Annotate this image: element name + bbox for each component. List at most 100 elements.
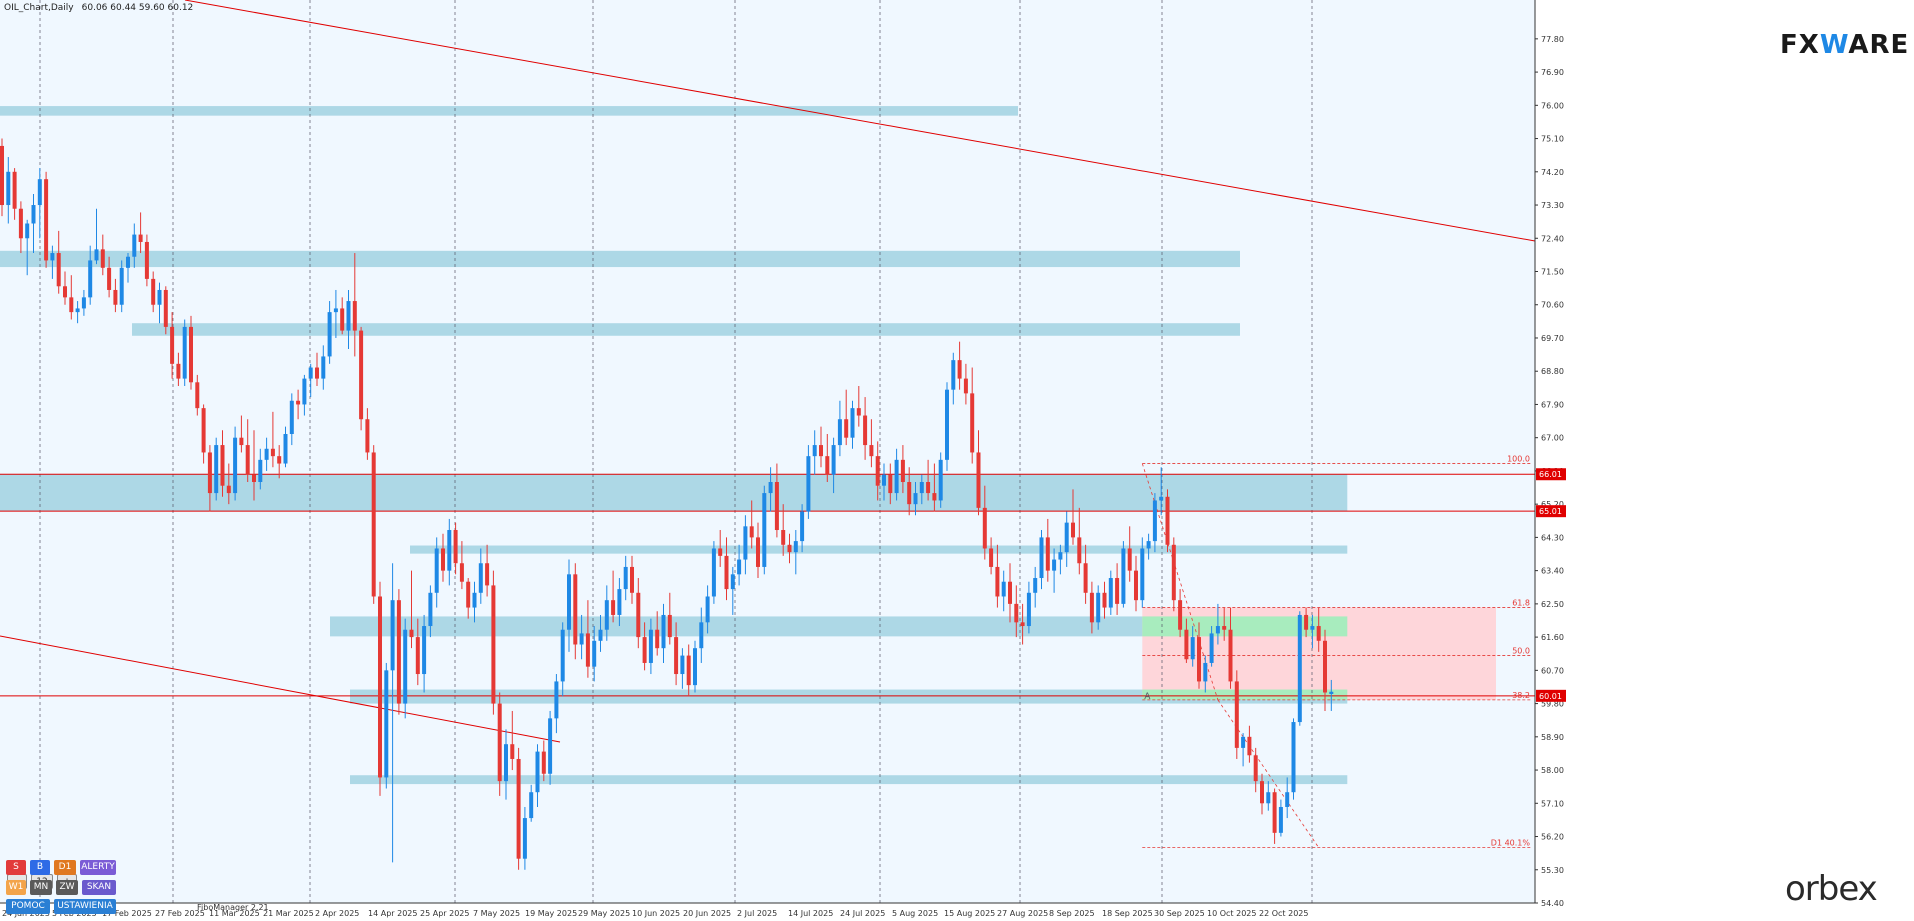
candle-body	[365, 419, 370, 453]
zw-button[interactable]: ZW	[56, 880, 78, 895]
ohlc-readout: 60.06 60.44 59.60 60.12	[81, 3, 194, 13]
candle-body	[535, 751, 540, 793]
settings-button[interactable]: USTAWIENIA	[54, 899, 116, 914]
candle-body	[718, 548, 723, 556]
candle-body	[81, 297, 86, 309]
candle-body	[88, 260, 93, 298]
candle-body	[1014, 603, 1019, 623]
candle-body	[617, 589, 622, 615]
candle-body	[31, 205, 36, 224]
candle-body	[743, 526, 748, 560]
alerts-button[interactable]: ALERTY	[80, 860, 116, 875]
candle-body	[258, 459, 263, 483]
price-level-tag-label: 60.01	[1539, 692, 1562, 701]
candle-body	[340, 308, 345, 331]
candle-body	[1159, 496, 1164, 501]
support-resistance-zone	[350, 775, 1348, 785]
candle-body	[352, 301, 357, 331]
support-resistance-zone	[0, 106, 1018, 116]
candle-body	[1033, 578, 1038, 593]
candle-body	[611, 600, 616, 615]
candle-body	[1008, 581, 1012, 604]
price-level-tag	[1536, 468, 1566, 481]
candle-body	[913, 493, 918, 505]
candle-body	[1253, 755, 1258, 782]
candle-body	[730, 574, 735, 590]
candle-body	[844, 419, 849, 438]
candle-body	[1134, 570, 1138, 601]
candle-body	[75, 308, 80, 313]
y-tick-label: 73.30	[1541, 201, 1564, 210]
buy-button[interactable]: B	[30, 860, 50, 875]
candle-body	[945, 389, 949, 460]
y-tick-label: 76.00	[1541, 101, 1564, 110]
help-button[interactable]: POMOC	[6, 899, 50, 914]
candle-body	[1266, 792, 1271, 804]
candle-body	[831, 445, 836, 475]
candle-body	[1215, 626, 1220, 634]
candle-body	[447, 530, 452, 571]
candle-body	[176, 363, 181, 379]
candle-body	[50, 253, 55, 261]
candle-body	[781, 530, 786, 545]
y-tick-label: 72.40	[1541, 234, 1564, 243]
candle-body	[573, 574, 578, 645]
candle-body	[201, 408, 206, 453]
candle-body	[497, 703, 502, 782]
candle-body	[1127, 548, 1132, 571]
candle-body	[699, 622, 704, 649]
candle-body	[321, 356, 326, 379]
candle-body	[957, 360, 962, 379]
candle-body	[478, 563, 483, 593]
candle-body	[428, 592, 433, 627]
candle-body	[1077, 537, 1082, 564]
sell-button[interactable]: S	[6, 860, 26, 875]
scan-button[interactable]: SKAN	[82, 880, 116, 895]
candle-body	[812, 445, 817, 457]
y-tick-label: 70.60	[1541, 301, 1564, 310]
w1-button[interactable]: W1	[6, 880, 26, 895]
candle-body	[1228, 629, 1233, 682]
candle-body	[378, 596, 382, 778]
candle-body	[1102, 592, 1107, 608]
mn-button[interactable]: MN	[30, 880, 52, 895]
channel-lower-line	[0, 635, 561, 743]
channel-upper-line	[184, 0, 1536, 242]
candle-body	[422, 626, 427, 675]
candle-body	[900, 459, 905, 483]
d1-button[interactable]: D1	[54, 860, 76, 875]
y-tick-label: 54.40	[1541, 899, 1564, 908]
candle-body	[636, 592, 641, 638]
candle-body	[63, 286, 67, 298]
candle-body	[1197, 637, 1201, 682]
time-axis-background	[0, 903, 1535, 921]
y-tick-label: 60.70	[1541, 666, 1564, 675]
y-tick-label: 59.80	[1541, 700, 1564, 709]
candle-body	[6, 171, 11, 206]
x-tick-label: 27 Aug 2025	[997, 909, 1048, 918]
candle-body	[522, 818, 527, 859]
candle-body	[151, 278, 156, 305]
candle-body	[333, 308, 338, 313]
y-tick-label: 64.30	[1541, 533, 1564, 542]
candle-body	[434, 548, 439, 593]
x-tick-label: 14 Jul 2025	[788, 909, 833, 918]
candle-body	[245, 445, 250, 475]
fib-level-label: 50.0	[1512, 647, 1530, 656]
x-tick-label: 5 Aug 2025	[892, 909, 938, 918]
candle-body	[207, 452, 212, 494]
candle-body	[453, 530, 458, 564]
support-resistance-zone	[0, 474, 1348, 512]
candle-body	[138, 234, 143, 242]
x-tick-label: 29 May 2025	[578, 909, 630, 918]
price-level-tag-label: 65.01	[1539, 507, 1562, 516]
candle-body	[850, 408, 855, 438]
candle-body	[56, 253, 61, 287]
candle-body	[403, 629, 408, 704]
candle-body	[12, 171, 17, 209]
candle-body	[995, 566, 1000, 597]
x-tick-label: 27 Feb 2025	[155, 909, 205, 918]
candle-body	[485, 563, 490, 586]
candle-body	[856, 408, 861, 416]
